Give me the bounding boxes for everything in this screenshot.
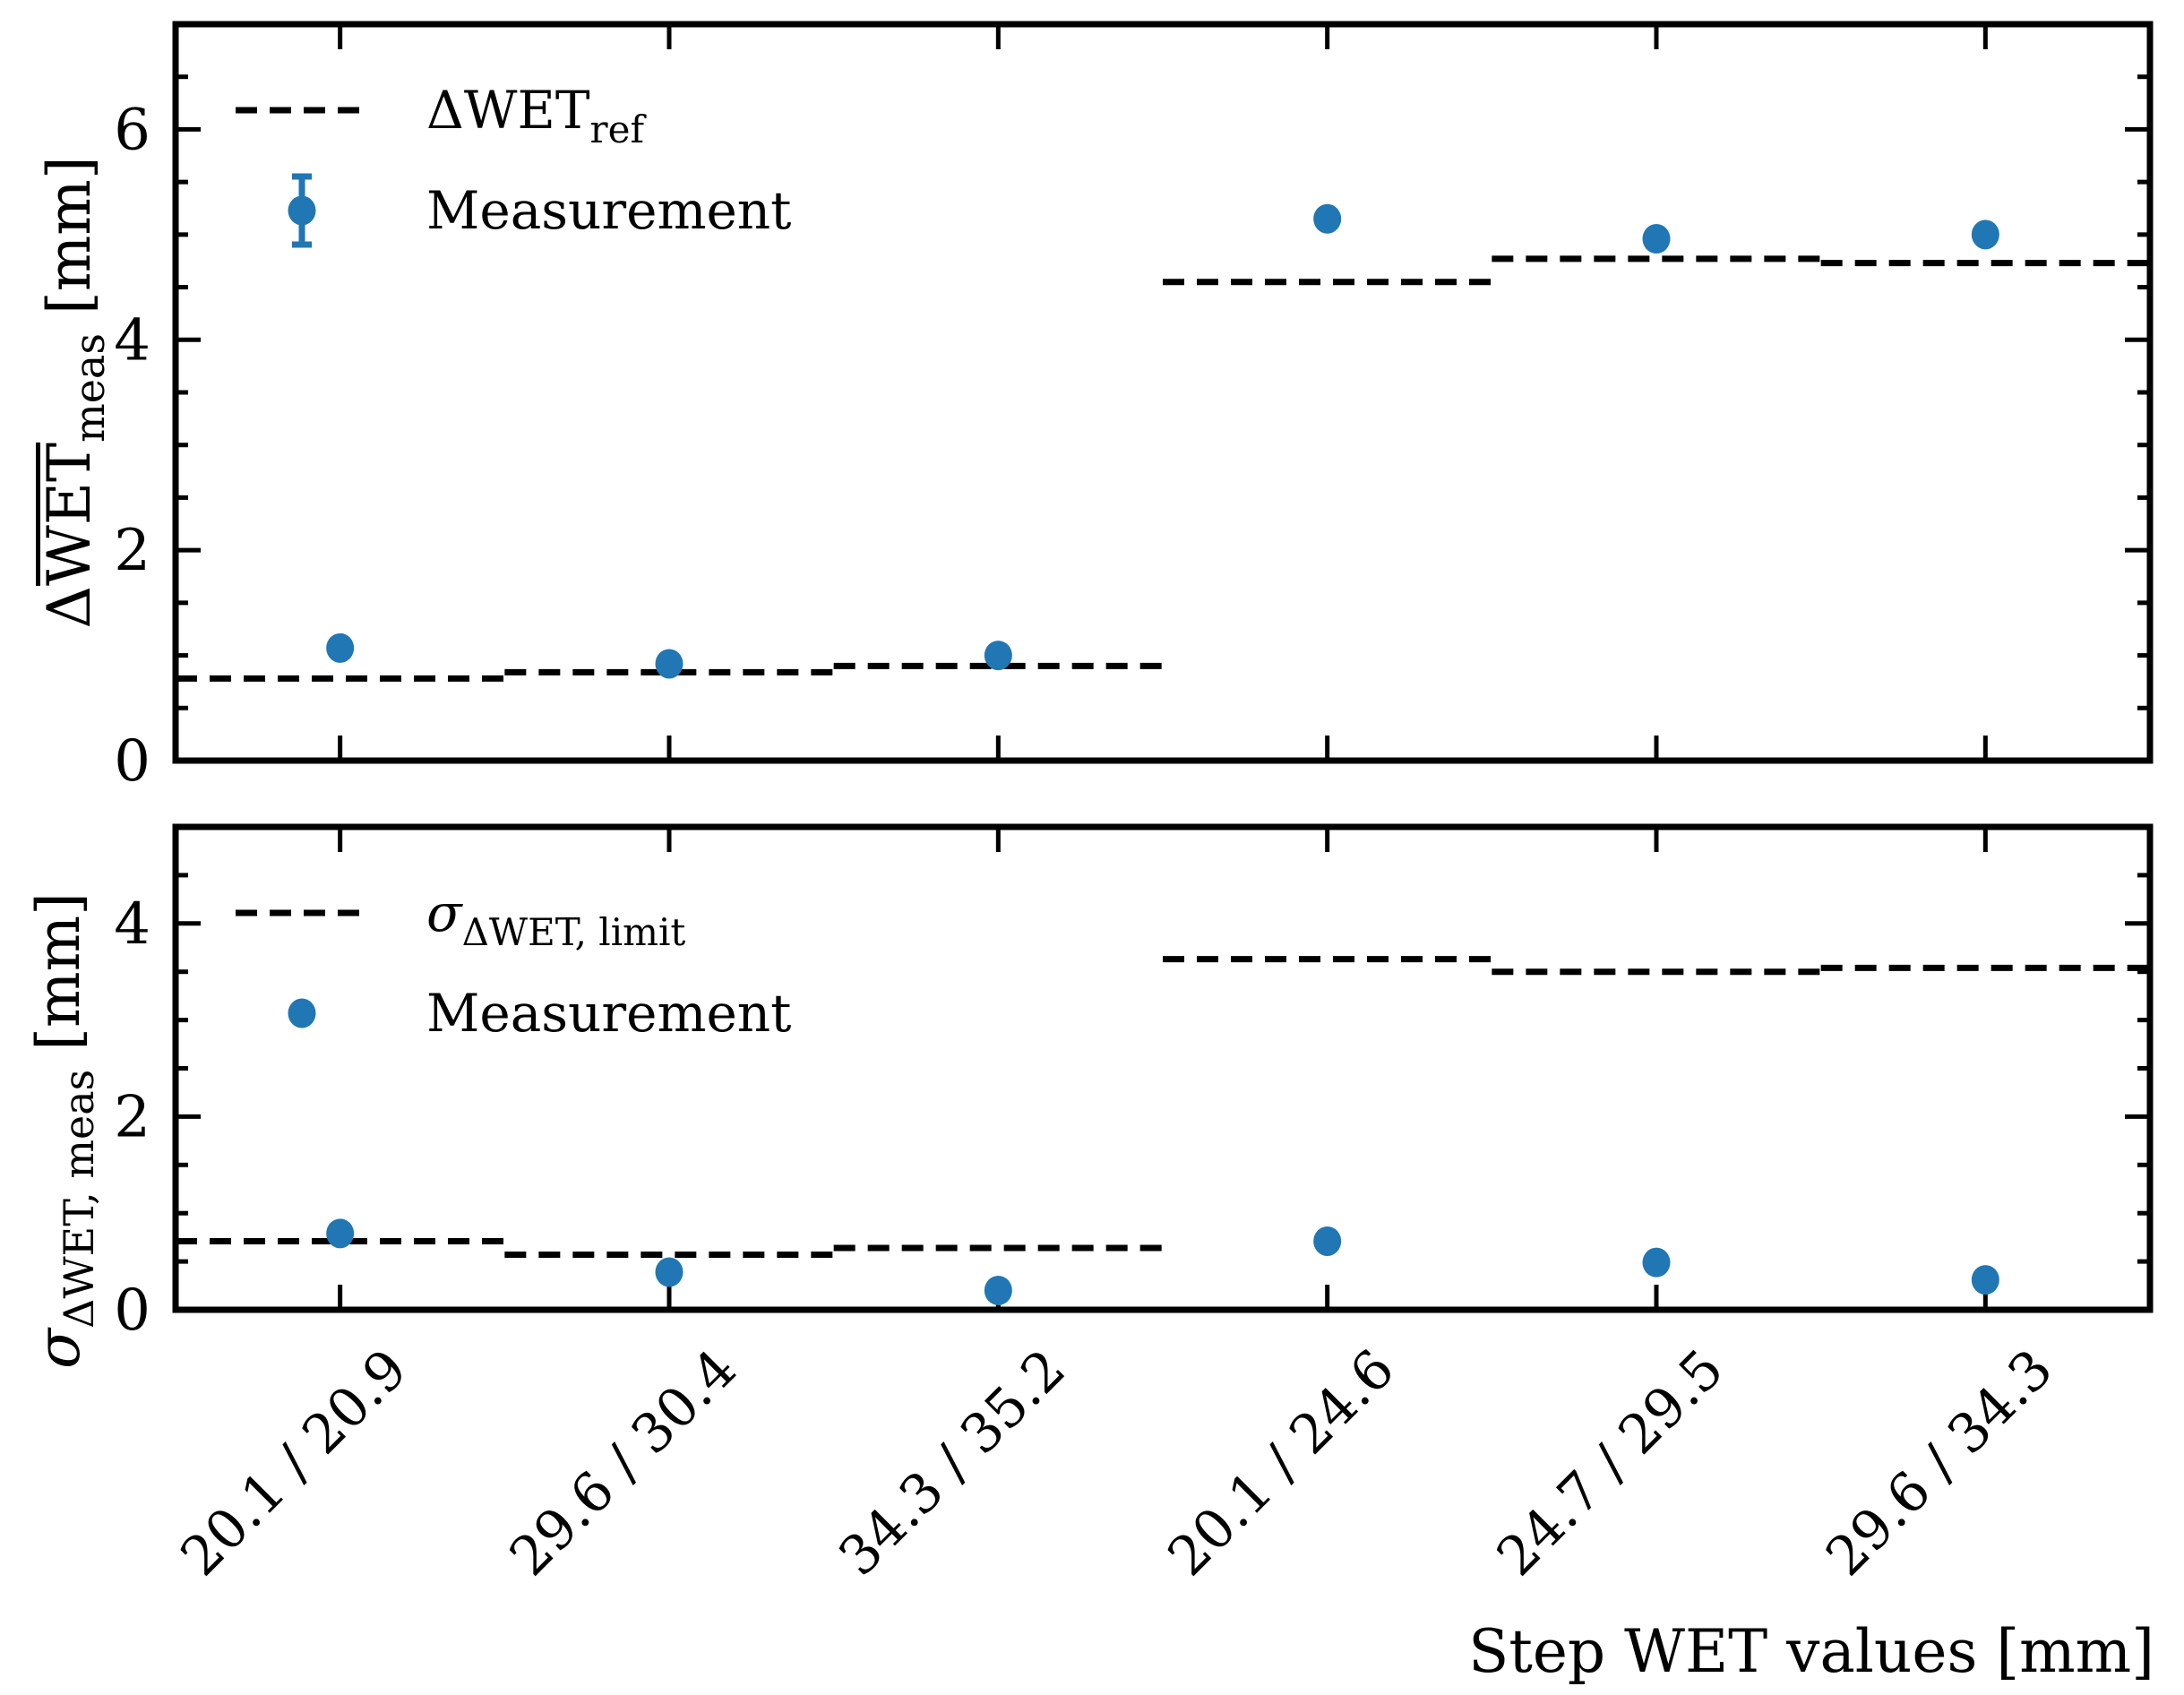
y-axis-label-text: σΔWET, meas [mm] <box>24 892 103 1369</box>
y-tick-label: 0 <box>114 1278 150 1344</box>
y-axis-label-text: ΔWETmeas [mm] <box>35 156 114 628</box>
legend-label-reference: ΔWETref <box>426 80 647 151</box>
legend-marker-sample <box>288 998 316 1028</box>
measurement-point <box>326 632 355 663</box>
measurement-point <box>1313 1226 1342 1256</box>
y-tick-label: 4 <box>114 891 150 958</box>
x-tick-label: 29.6 / 34.3 <box>1814 1338 2065 1588</box>
y-tick-label: 2 <box>114 518 150 584</box>
legend-label-reference: σΔWET, limit <box>426 882 685 954</box>
measurement-point <box>984 1275 1012 1305</box>
bottom-panel: 0 2 4 σΔWET, limit Measurement σΔWET, meas [m… <box>24 823 2154 1369</box>
measurement-series <box>326 203 1999 679</box>
reference-dashed-line <box>176 956 2150 1259</box>
legend: ΔWETref Measurement <box>236 80 791 248</box>
legend-label-measurement: Measurement <box>426 180 791 241</box>
y-axis-label: σΔWET, meas [mm] <box>24 892 103 1369</box>
y-axis-label: ΔWETmeas [mm] <box>35 156 114 628</box>
y-ticks: 0 2 4 6 <box>114 24 2150 795</box>
top-panel: 0 2 4 6 ΔWETref Measurement ΔWETmeas [mm] <box>35 21 2154 795</box>
axes-spines <box>172 823 2154 1313</box>
legend-label-measurement: Measurement <box>426 983 791 1044</box>
measurement-point <box>1313 203 1342 234</box>
measurement-point <box>655 1257 684 1287</box>
legend: σΔWET, limit Measurement <box>236 882 791 1044</box>
legend-marker-sample <box>288 195 316 226</box>
x-tick-label: 20.1 / 20.9 <box>169 1338 420 1588</box>
y-tick-label: 4 <box>114 307 150 374</box>
measurement-point <box>655 649 684 679</box>
x-tick-label: 20.1 / 24.6 <box>1156 1338 1407 1588</box>
wet-overline <box>36 442 40 586</box>
measurement-point <box>1642 1247 1671 1278</box>
y-tick-label: 6 <box>114 97 150 163</box>
measurement-point <box>1971 1265 1999 1295</box>
reference-dashed-line <box>176 255 2150 682</box>
x-axis-label: Step WET values [mm] <box>1468 1617 2154 1686</box>
measurement-point <box>984 641 1012 671</box>
y-ticks: 0 2 4 <box>114 827 2150 1344</box>
measurement-point <box>1971 219 1999 250</box>
y-tick-label: 2 <box>114 1084 150 1150</box>
x-tick-label: 29.6 / 30.4 <box>498 1338 749 1588</box>
measurement-point <box>1642 224 1671 254</box>
measurement-point <box>326 1218 355 1249</box>
y-tick-label: 0 <box>114 728 150 795</box>
x-tick-label: 24.7 / 29.5 <box>1485 1338 1736 1588</box>
x-tick-label: 34.3 / 35.2 <box>827 1338 1078 1588</box>
measurement-series <box>326 1218 1999 1305</box>
x-tick-labels: 20.1 / 20.9 29.6 / 30.4 34.3 / 35.2 20.1 / … <box>169 1338 2065 1588</box>
